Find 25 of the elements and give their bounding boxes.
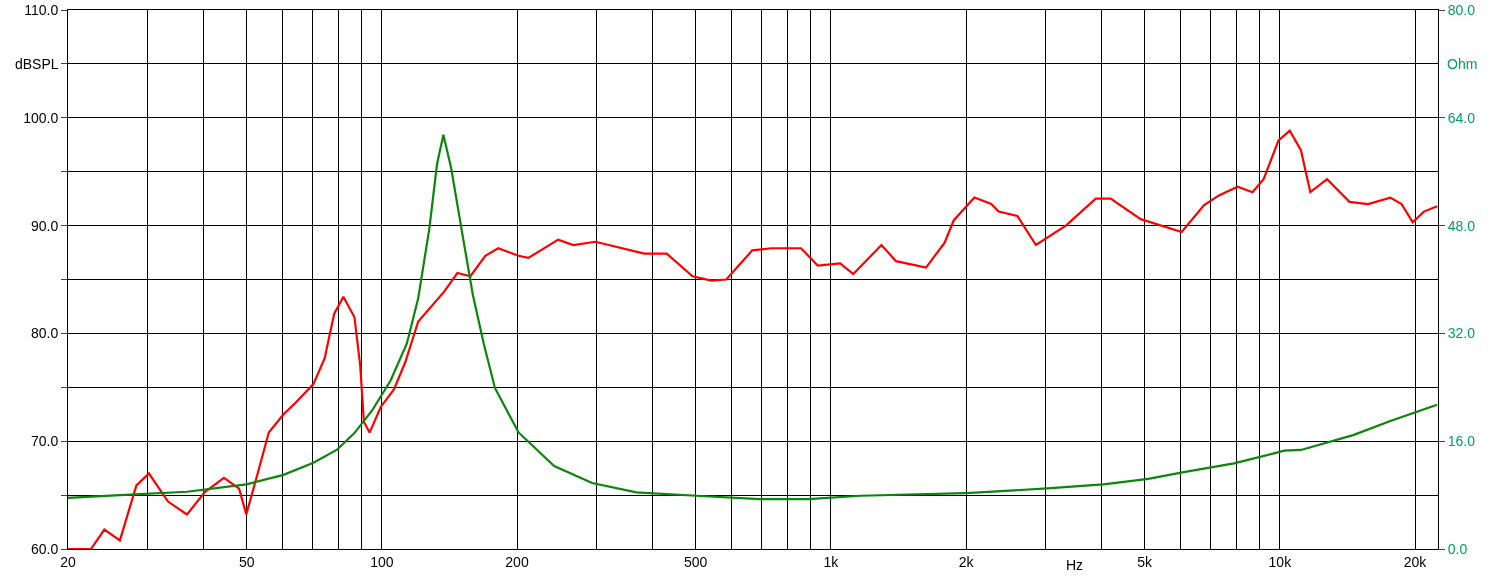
y2-tick-label: 0.0 — [1447, 540, 1468, 557]
x-tick-label: 1k — [823, 553, 840, 570]
x-axis-title: Hz — [1066, 557, 1084, 573]
x-tick-label: 500 — [684, 553, 708, 570]
x-tick-label: 100 — [370, 553, 394, 570]
y2-axis-title: Ohm — [1447, 56, 1478, 72]
y-tick-label: 100.0 — [23, 109, 59, 126]
x-tick-label: 50 — [238, 553, 255, 570]
y2-tick-label: 32.0 — [1447, 325, 1476, 342]
y-tick-label: 110.0 — [24, 1, 59, 18]
y2-tick-label: 16.0 — [1447, 433, 1476, 450]
y2-tick-label: 64.0 — [1447, 109, 1476, 126]
x-tick-label: 2k — [958, 553, 975, 570]
y2-tick-label: 48.0 — [1447, 217, 1476, 234]
x-tick-label: 5k — [1137, 553, 1154, 570]
x-tick-label: 20k — [1403, 553, 1428, 570]
y-axis-title: dBSPL — [15, 56, 59, 72]
y-tick-label: 80.0 — [30, 325, 59, 342]
x-tick-label: 10k — [1268, 553, 1293, 570]
y-tick-label: 70.0 — [30, 433, 59, 450]
x-tick-label: 20 — [60, 553, 76, 570]
y-tick-label: 60.0 — [30, 540, 59, 557]
y-tick-label: 90.0 — [30, 217, 59, 234]
x-tick-label: 200 — [505, 553, 529, 570]
y2-tick-label: 80.0 — [1447, 1, 1476, 18]
